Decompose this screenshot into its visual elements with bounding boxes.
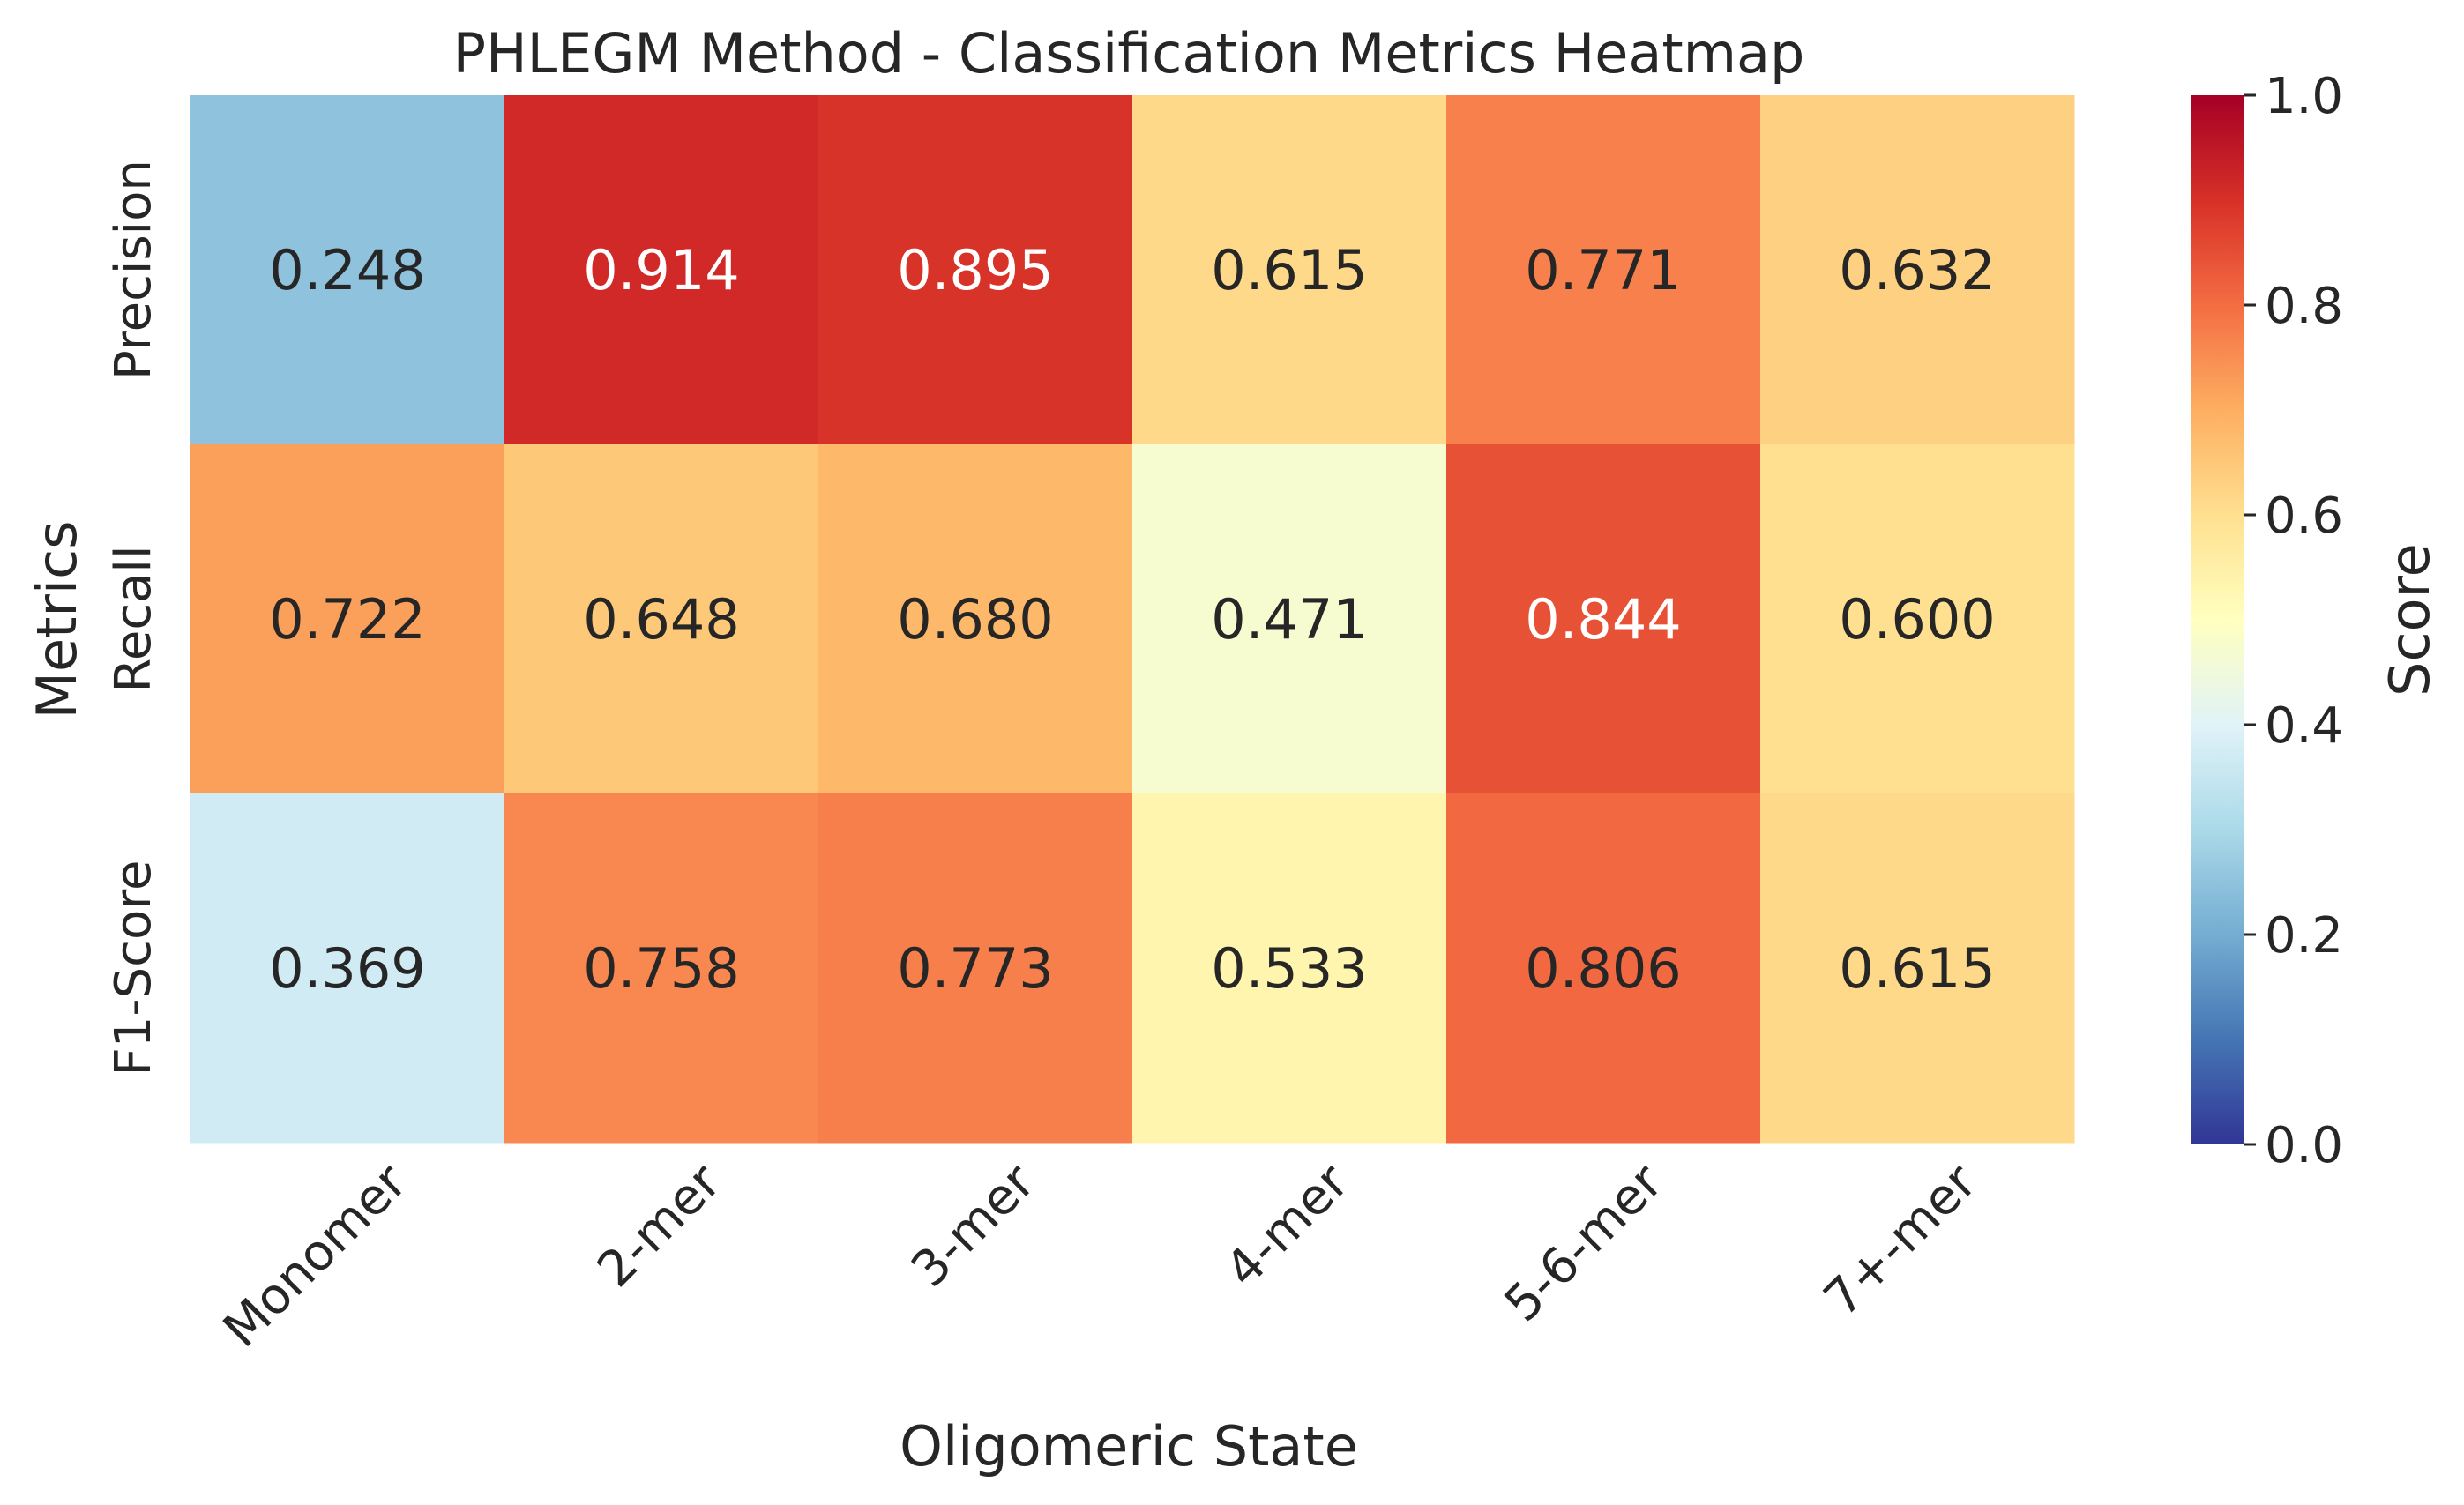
- cell-value-label: 0.615: [1839, 936, 1996, 1001]
- x-tick-label: 5-6-mer: [1494, 1152, 1675, 1333]
- cell-value-label: 0.248: [269, 238, 426, 302]
- y-tick-labels: Precision Recall F1-Score: [105, 160, 162, 1076]
- colorbar-tick-label: 0.0: [2265, 1117, 2343, 1174]
- y-axis-label: Metrics: [25, 520, 89, 719]
- colorbar-ticks: 0.0 0.2 0.4 0.6 0.8 1.0: [2244, 68, 2343, 1174]
- y-tick-label: Recall: [105, 545, 162, 692]
- x-tick-label: 3-mer: [900, 1152, 1046, 1298]
- heatmap-cells: 0.248 0.914 0.895 0.615 0.771 0.632 0.722 0.648…: [190, 95, 2075, 1144]
- heatmap-cell: [1760, 95, 2075, 445]
- heatmap-cell: [190, 95, 505, 445]
- chart-title: PHLEGM Method - Classification Metrics H…: [453, 21, 1805, 86]
- cell-value-label: 0.615: [1211, 238, 1368, 302]
- cell-value-label: 0.844: [1525, 587, 1682, 652]
- heatmap-cell: [1446, 95, 1761, 445]
- x-tick-label: Monomer: [213, 1152, 419, 1359]
- cell-value-label: 0.648: [583, 587, 740, 652]
- y-tick-label: F1-Score: [105, 861, 162, 1077]
- colorbar-tick-label: 0.2: [2265, 907, 2343, 965]
- heatmap-cell: [818, 444, 1133, 794]
- heatmap-cell: [190, 793, 505, 1144]
- heatmap-cell: [504, 444, 819, 794]
- cell-value-label: 0.773: [897, 936, 1054, 1001]
- heatmap-cell: [1132, 95, 1447, 445]
- heatmap-cell: [1132, 444, 1447, 794]
- cell-value-label: 0.758: [583, 936, 740, 1001]
- colorbar-tick-label: 1.0: [2265, 68, 2343, 125]
- heatmap-cell: [818, 793, 1133, 1144]
- heatmap-cell: [1132, 793, 1447, 1144]
- heatmap-cell: [504, 95, 819, 445]
- cell-value-label: 0.600: [1839, 587, 1996, 652]
- x-tick-label: 2-mer: [586, 1152, 732, 1298]
- heatmap-cell: [1760, 444, 2075, 794]
- x-tick-label: 7+-mer: [1813, 1152, 1989, 1328]
- colorbar-tick-label: 0.8: [2265, 278, 2343, 335]
- heatmap-cell: [1446, 793, 1761, 1144]
- cell-value-label: 0.914: [583, 238, 740, 302]
- cell-value-label: 0.722: [269, 587, 426, 652]
- x-tick-labels: Monomer 2-mer 3-mer 4-mer 5-6-mer 7+-mer: [213, 1152, 1989, 1359]
- heatmap-cell: [504, 793, 819, 1144]
- colorbar: [2191, 95, 2244, 1144]
- colorbar-tick-label: 0.4: [2265, 697, 2343, 755]
- cell-value-label: 0.369: [269, 936, 426, 1001]
- x-axis-label: Oligomeric State: [900, 1414, 1358, 1479]
- cell-value-label: 0.533: [1211, 936, 1368, 1001]
- y-tick-label: Precision: [105, 160, 162, 380]
- heatmap-cell: [1760, 793, 2075, 1144]
- cell-value-label: 0.895: [897, 238, 1054, 302]
- cell-value-label: 0.680: [897, 587, 1054, 652]
- heatmap-cell: [190, 444, 505, 794]
- cell-value-label: 0.632: [1839, 238, 1996, 302]
- heatmap-cell: [1446, 444, 1761, 794]
- heatmap-cell: [818, 95, 1133, 445]
- cell-value-label: 0.806: [1525, 936, 1682, 1001]
- colorbar-tick-label: 0.6: [2265, 488, 2343, 545]
- cell-value-label: 0.771: [1525, 238, 1682, 302]
- colorbar-label: Score: [2378, 543, 2442, 697]
- cell-value-label: 0.471: [1211, 587, 1368, 652]
- x-tick-label: 4-mer: [1214, 1152, 1360, 1298]
